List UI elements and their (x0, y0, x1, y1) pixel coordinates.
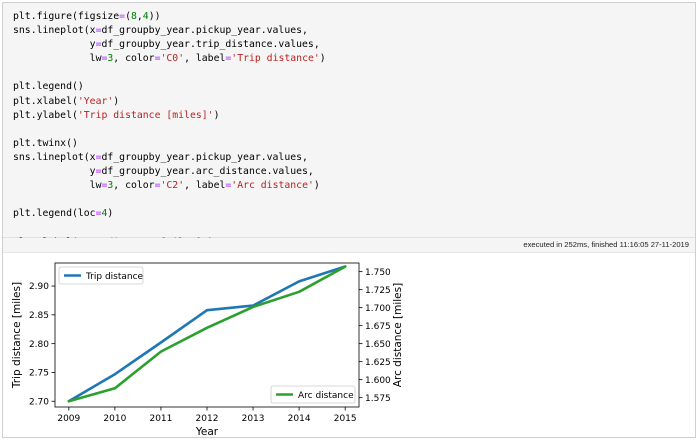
right-y-axis-label: Arc distance [miles] (392, 283, 404, 387)
x-tick-label: 2013 (242, 414, 265, 424)
legend-box (270, 385, 356, 404)
right-y-tick-label: 1.650 (365, 340, 391, 350)
x-axis-label: Year (195, 426, 219, 437)
code-line: plt.xlabel('Year') (13, 95, 120, 107)
code-line: plt.legend(loc=4) (13, 208, 114, 220)
legend-label: Trip distance (85, 272, 144, 282)
left-y-tick-label: 2.70 (29, 397, 49, 407)
left-y-tick-label: 2.80 (29, 340, 49, 350)
legend-box (58, 266, 144, 285)
x-tick-label: 2012 (196, 414, 219, 424)
notebook-cell[interactable]: plt.figure(figsize=(8,4)) sns.lineplot(x=… (2, 2, 696, 438)
right-y-tick-label: 1.575 (365, 394, 391, 404)
right-y-tick-label: 1.600 (365, 376, 391, 386)
code-line (13, 66, 695, 80)
right-y-tick-label: 1.625 (365, 358, 391, 368)
left-y-tick-label: 2.75 (29, 369, 49, 379)
left-y-tick-label: 2.85 (29, 311, 49, 321)
code-line (13, 193, 695, 207)
code-line: lw=3, color='C2', label='Arc distance') (13, 180, 320, 192)
code-line: sns.lineplot(x=df_groupby_year.pickup_ye… (13, 151, 308, 163)
x-tick-label: 2014 (288, 414, 311, 424)
series-line-arc-distance (67, 265, 347, 403)
right-y-tick-label: 1.750 (365, 268, 391, 278)
execution-status-bar: executed in 252ms, finished 11:16:05 27-… (3, 238, 695, 253)
x-tick-label: 2015 (334, 414, 357, 424)
left-y-axis-label: Trip distance [miles] (11, 282, 23, 389)
right-y-tick-label: 1.725 (365, 286, 391, 296)
code-line (13, 221, 695, 235)
output-area: 2009 2010 2011 2012 2013 2014 2015 Year 2.70 2.75… (3, 253, 695, 438)
code-line: plt.twinx() (13, 137, 78, 149)
code-line: plt.ylabel('Trip distance [miles]') (13, 109, 220, 121)
legend-arc-distance: Arc distance (270, 385, 356, 404)
code-input-area[interactable]: plt.figure(figsize=(8,4)) sns.lineplot(x=… (3, 3, 695, 276)
x-tick-label: 2010 (103, 414, 126, 424)
code-line: y=df_groupby_year.trip_distance.values, (13, 39, 320, 51)
code-line (13, 123, 695, 137)
legend-trip-distance: Trip distance (58, 266, 144, 285)
code-line: sns.lineplot(x=df_groupby_year.pickup_ye… (13, 25, 308, 37)
x-tick-label: 2009 (57, 414, 80, 424)
legend-label: Arc distance (298, 391, 354, 401)
code-line: plt.figure(figsize=(8,4)) (13, 11, 161, 22)
series-line-trip-distance (67, 265, 347, 403)
code-line: y=df_groupby_year.arc_distance.values, (13, 166, 314, 178)
line-chart: 2009 2010 2011 2012 2013 2014 2015 Year 2.70 2.75… (11, 262, 404, 438)
code-line: lw=3, color='C0', label='Trip distance') (13, 53, 326, 65)
right-y-tick-label: 1.675 (365, 322, 391, 332)
execution-status-text: executed in 252ms, finished 11:16:05 27-… (523, 240, 689, 249)
left-y-tick-label: 2.90 (29, 282, 49, 292)
right-y-tick-label: 1.700 (365, 304, 391, 314)
x-tick-label: 2011 (149, 414, 172, 424)
code-line: plt.legend() (13, 81, 84, 93)
